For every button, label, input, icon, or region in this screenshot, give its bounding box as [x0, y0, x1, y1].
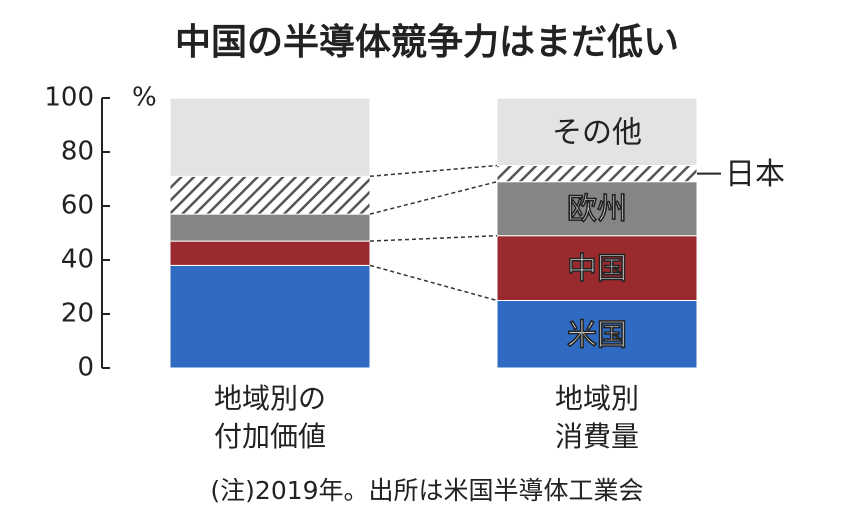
y-tick-label: 0 [77, 353, 94, 383]
chart-title: 中国の半導体競争力はまだ低い [175, 22, 679, 63]
connector [369, 264, 498, 302]
y-tick-label: 80 [61, 137, 94, 167]
y-tick-label: 20 [61, 299, 94, 329]
bar-segment [169, 240, 371, 266]
x-tick-label: 地域別の付加価値 [214, 382, 326, 453]
connector [369, 234, 498, 242]
segment-label: 米国 [567, 318, 627, 353]
y-tick-label: 60 [61, 191, 94, 221]
bar-segment [169, 175, 371, 215]
y-tick-label: 40 [61, 245, 94, 275]
y-tick-label: 100 [44, 83, 94, 113]
bar-segment [496, 165, 698, 183]
segment-label: 欧州 [567, 192, 627, 227]
connector [369, 180, 498, 215]
segment-label: 日本 [725, 157, 785, 192]
segment-label: 中国 [567, 252, 627, 287]
x-tick-label: 地域別消費量 [555, 382, 639, 453]
bar-segment [169, 97, 371, 177]
segment-label: その他 [552, 115, 642, 150]
bar-segment [169, 264, 371, 369]
bar-segment [496, 97, 698, 166]
connector [369, 164, 498, 178]
bar-segment [169, 213, 371, 242]
bar-segment [496, 300, 698, 369]
unit-label: % [132, 83, 157, 113]
note: (注)2019年。出所は米国半導体工業会 [210, 476, 643, 505]
bar-segment [496, 181, 698, 237]
bar-segment [496, 235, 698, 301]
